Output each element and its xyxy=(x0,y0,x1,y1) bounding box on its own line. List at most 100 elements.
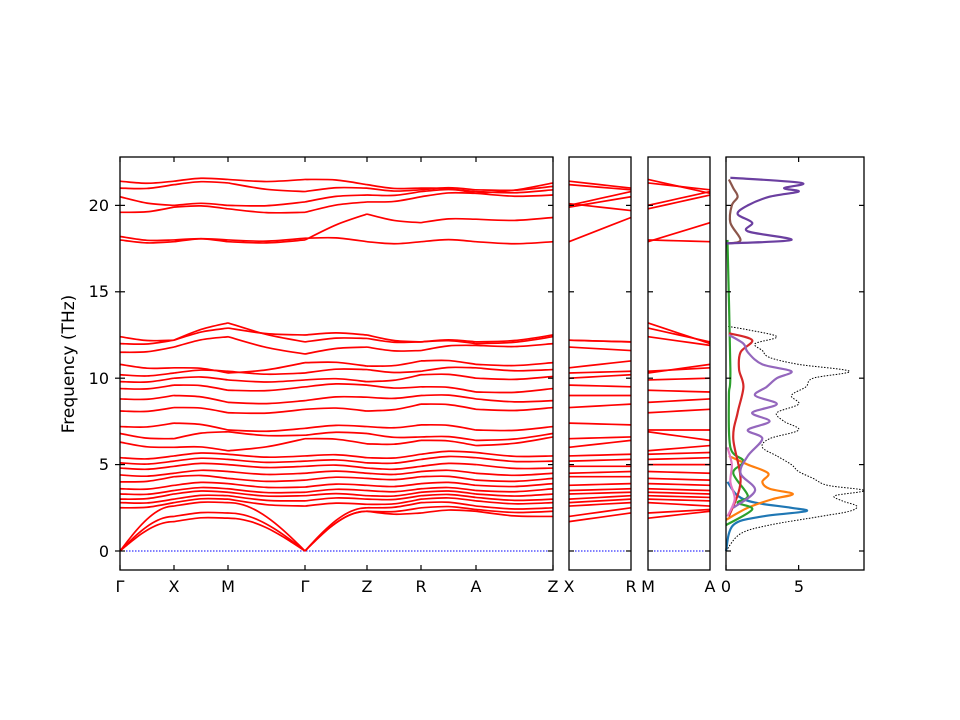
band-line xyxy=(647,482,711,487)
band-line xyxy=(420,366,477,373)
band-line xyxy=(568,183,632,191)
band-line xyxy=(119,377,175,384)
band-line xyxy=(366,183,422,190)
band-line xyxy=(475,387,554,394)
band-line xyxy=(173,205,229,210)
band-line xyxy=(304,337,368,343)
band-line xyxy=(475,487,554,493)
band-line xyxy=(119,394,175,401)
band-line xyxy=(227,437,306,452)
band-line xyxy=(173,474,229,480)
band-line xyxy=(227,335,306,355)
band-line xyxy=(366,453,422,460)
band-line xyxy=(475,406,554,412)
band-line xyxy=(568,339,632,343)
band-line xyxy=(475,436,554,447)
band-line xyxy=(475,342,554,348)
band-line xyxy=(420,450,477,456)
band-line xyxy=(173,494,229,500)
band-line xyxy=(568,494,632,500)
band-line xyxy=(304,213,368,241)
tick-layer xyxy=(115,157,864,570)
band-line xyxy=(173,501,229,507)
band-line xyxy=(173,511,229,518)
band-line xyxy=(366,187,422,192)
y-tick-labels: 0 5 10 15 20 xyxy=(89,196,109,561)
band-line xyxy=(420,217,477,224)
band-line xyxy=(647,501,711,507)
band-line xyxy=(475,375,554,381)
band-line xyxy=(304,186,368,193)
band-line xyxy=(119,505,175,552)
band-line xyxy=(304,361,368,367)
band-line xyxy=(173,497,229,504)
band-line xyxy=(173,366,229,374)
band-line xyxy=(227,491,306,498)
band-line xyxy=(475,463,554,470)
band-line xyxy=(173,516,229,523)
band-line xyxy=(173,180,229,186)
band-line xyxy=(366,432,422,439)
band-x-tick-labels: Γ X M Γ Z R A Z X R M A xyxy=(116,577,716,596)
band-line xyxy=(304,510,368,552)
band-line xyxy=(420,490,477,495)
band-line xyxy=(366,494,422,501)
band-line xyxy=(304,431,368,437)
x-tick-label-x: X xyxy=(169,577,180,596)
band-line xyxy=(568,501,632,507)
band-line xyxy=(568,436,632,440)
band-line xyxy=(227,494,306,502)
band-line xyxy=(647,508,711,514)
band-line xyxy=(475,240,554,245)
band-line xyxy=(227,430,306,437)
band-line xyxy=(227,408,306,415)
band-line xyxy=(119,335,175,342)
band-line xyxy=(647,477,711,481)
band-line xyxy=(366,360,422,367)
band-line xyxy=(366,458,422,465)
band-line xyxy=(304,497,368,502)
band-line xyxy=(304,236,368,243)
band-line xyxy=(227,498,306,507)
band-line xyxy=(647,487,711,492)
band-line xyxy=(304,470,368,475)
band-line xyxy=(366,213,422,224)
band-line xyxy=(420,475,477,481)
band-line xyxy=(366,498,422,506)
band-line xyxy=(475,335,554,345)
band-line xyxy=(173,490,229,495)
band-line xyxy=(366,482,422,488)
band-line xyxy=(304,368,368,374)
band-line xyxy=(475,508,554,514)
band-line xyxy=(304,424,368,430)
band-line xyxy=(366,501,422,509)
band-line xyxy=(647,451,711,456)
band-line xyxy=(227,517,306,552)
x-tick-label-z: Z xyxy=(362,577,373,596)
band-line xyxy=(173,237,229,243)
band-line xyxy=(366,394,422,400)
band-line xyxy=(304,459,368,464)
band-line xyxy=(475,366,554,372)
band-line xyxy=(173,406,229,414)
band-line xyxy=(119,515,175,552)
band-line xyxy=(119,465,175,471)
x-tick-label-gamma: Γ xyxy=(116,577,125,596)
band-line xyxy=(420,385,477,393)
x-tick-label-r: R xyxy=(625,577,636,596)
band-line xyxy=(227,458,306,464)
band-line xyxy=(119,501,175,509)
band-line xyxy=(647,510,711,520)
band-line xyxy=(119,493,175,501)
band-line xyxy=(173,335,229,348)
band-line xyxy=(568,439,632,449)
band-line xyxy=(475,398,554,403)
band-line xyxy=(173,177,229,183)
band-line xyxy=(119,475,175,483)
band-line xyxy=(227,512,306,552)
band-line xyxy=(227,453,306,459)
band-line xyxy=(227,201,306,207)
band-line xyxy=(420,469,477,475)
band-line xyxy=(420,394,477,400)
dos-partial-line xyxy=(727,332,754,517)
